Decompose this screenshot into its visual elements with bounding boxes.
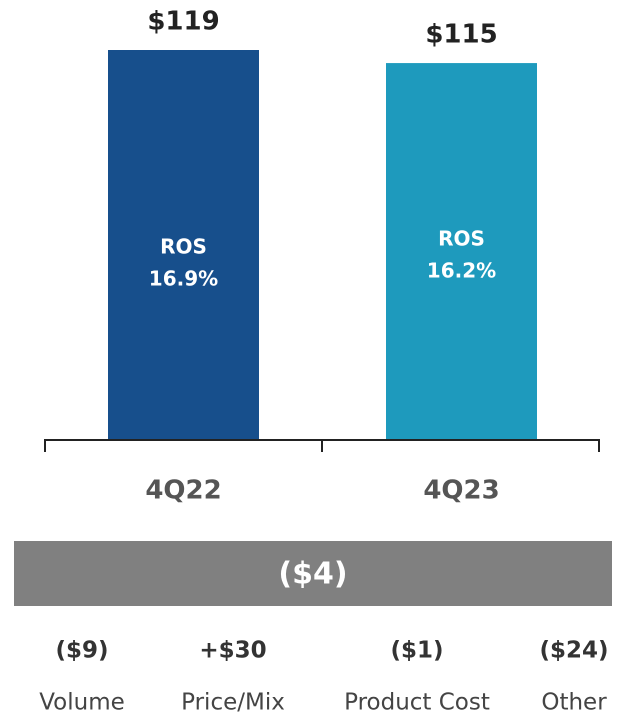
total-label: ($4) [278,557,347,592]
bridge-name: Product Cost [344,690,490,716]
bar-annotation-title: ROS [438,227,485,251]
value-label: $119 [147,7,219,37]
bridge-name: Other [541,690,607,716]
bridge-value: ($1) [390,638,443,664]
bridge-name: Volume [39,690,125,716]
bridge-name: Price/Mix [181,690,285,716]
bar-annotation-title: ROS [160,235,207,259]
x-tick-label: 4Q22 [145,476,221,506]
bridge-value: ($24) [539,638,608,664]
bridge-value: +$30 [199,638,266,664]
bridge-value: ($9) [55,638,108,664]
bar-annotation-text: 16.9% [149,267,218,291]
bar [386,63,537,440]
bar [108,50,259,439]
x-tick-label: 4Q23 [423,476,499,506]
total-banner [14,541,612,606]
value-label: $115 [425,20,497,50]
bar-annotation-text: 16.2% [427,259,496,283]
